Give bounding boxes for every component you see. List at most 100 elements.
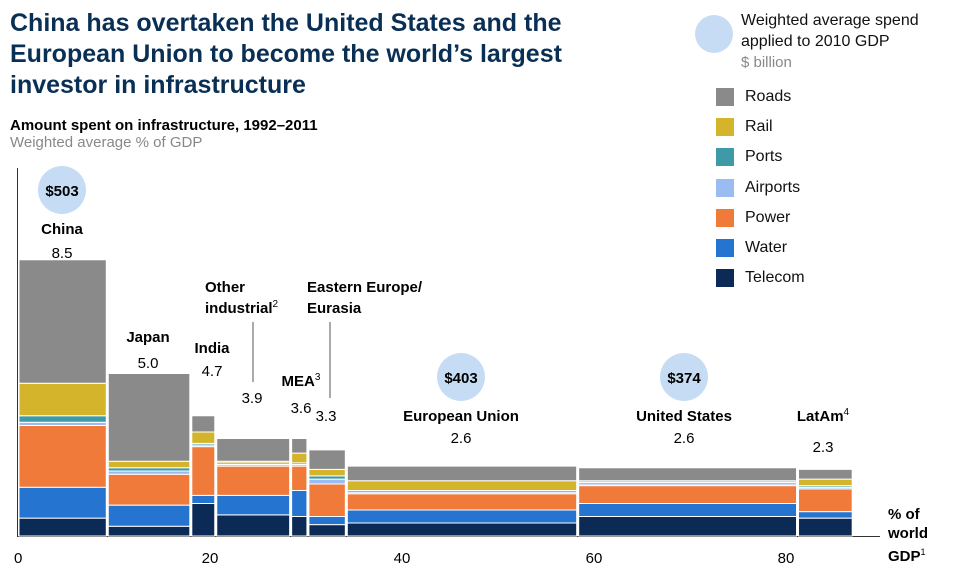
bar-segment-water [107,504,191,527]
spend-bubble [660,353,708,401]
total-value-label: 2.6 [451,430,472,447]
x-tick-label: 40 [394,550,411,567]
bar-segment-rail [18,382,107,417]
legend-label: Roads [745,88,792,106]
x-axis-label-line: GDP [888,548,921,565]
legend-item-roads: Roads [716,82,805,112]
region-label: Japan [126,329,169,346]
bar-segment-telecom [346,522,578,537]
bubble-legend-unit: $ billion [741,54,792,71]
footnote-marker: 4 [844,407,850,418]
bar-segment-roads [578,467,798,482]
chart-subtitle: Amount spent on infrastructure, 1992–201… [10,117,318,134]
legend-swatch [716,208,734,227]
bar-segment-roads [191,415,216,433]
bar-segment-rail [308,468,346,477]
bar-segment-water [18,486,107,519]
x-tick-label: 80 [778,550,795,567]
legend-swatch [716,88,734,107]
legend-item-airports: Airports [716,173,805,203]
bar-segment-roads [308,449,346,470]
bar-segment-telecom [308,524,346,537]
bubble-legend-line-2: applied to 2010 GDP [741,33,890,50]
bar-segment-rail [798,478,853,487]
bubble-icon [695,15,733,53]
bar-segment-rail [191,431,216,444]
bar-segment-power [798,488,853,513]
bubble-value-label: $503 [45,183,78,200]
bar-segment-water [308,516,346,526]
legend-label: Telecom [745,269,805,287]
bar-segment-roads [216,438,291,462]
bar-segment-telecom [107,525,191,537]
region-label: LatAm4 [797,407,850,425]
bubble-legend: Weighted average spend applied to 2010 G… [695,12,945,74]
bar-segment-roads [291,438,308,454]
bar-segment-roads [798,468,853,480]
page-title: China has overtaken the United States an… [10,9,562,99]
region-label: European Union [403,408,519,425]
legend-label: Water [745,239,788,257]
total-value-label: 3.3 [316,408,337,425]
bar-segment-rail [107,460,191,469]
total-value-label: 3.9 [242,390,263,407]
x-axis-label-line: % of [888,506,920,523]
x-axis-label: % of world GDP1 [888,505,928,566]
footnote-marker: 3 [315,372,321,383]
legend-label: Ports [745,148,783,166]
legend-swatch [716,269,734,288]
bubble-value-label: $403 [444,370,477,387]
bar-segment-rail [291,452,308,464]
bar-segment-power [18,425,107,488]
region-label: Other [205,279,245,296]
total-value-label: 3.6 [291,400,312,417]
region-label: Eastern Europe/ [307,279,423,296]
bar-segment-water [798,511,853,519]
bar-segment-water [216,494,291,516]
legend-swatch [716,239,734,258]
spend-bubble [38,166,86,214]
legend-swatch [716,178,734,197]
bar-segment-power [291,465,308,491]
legend-label: Airports [745,178,801,196]
legend-item-power: Power [716,203,805,233]
region-label: MEA3 [282,372,321,390]
bar-segment-telecom [191,503,216,537]
x-tick-label: 20 [202,550,219,567]
bar-segment-power [107,473,191,506]
x-axis-label-line: world [888,525,928,542]
legend-label: Rail [745,118,773,136]
legend-label: Power [745,208,791,226]
bar-segment-telecom [578,516,798,537]
bar-segment-roads [18,259,107,384]
bar-segment-power [308,483,346,517]
spend-bubble [437,353,485,401]
legend-item-rail: Rail [716,112,805,142]
bar-segment-power [191,446,216,496]
region-label: China [41,221,83,238]
bar-segment-telecom [798,517,853,537]
bubble-value-label: $374 [667,370,701,387]
bar-segment-rail [346,480,578,491]
bar-segment-power [346,493,578,511]
region-label: United States [636,408,732,425]
legend-swatch [716,118,734,137]
legend-swatch [716,148,734,167]
bubble-legend-line-1: Weighted average spend [741,12,919,29]
bar-segment-water [346,509,578,524]
total-value-label: 5.0 [138,355,159,372]
bar-segment-telecom [291,516,308,537]
footnote-marker: 2 [273,299,279,310]
bar-segment-water [191,494,216,504]
total-value-label: 2.6 [674,430,695,447]
bar-segment-ports [18,415,107,423]
bar-segment-water [578,503,798,517]
region-label: industrial2 [205,299,279,317]
bar-segment-roads [107,373,191,462]
bar-segment-power [216,465,291,496]
bar-segment-power [578,485,798,504]
legend: Roads Rail Ports Airports Power Water Te… [716,82,805,293]
footnote-marker: 1 [920,547,926,557]
bar-segment-airports [308,478,346,485]
